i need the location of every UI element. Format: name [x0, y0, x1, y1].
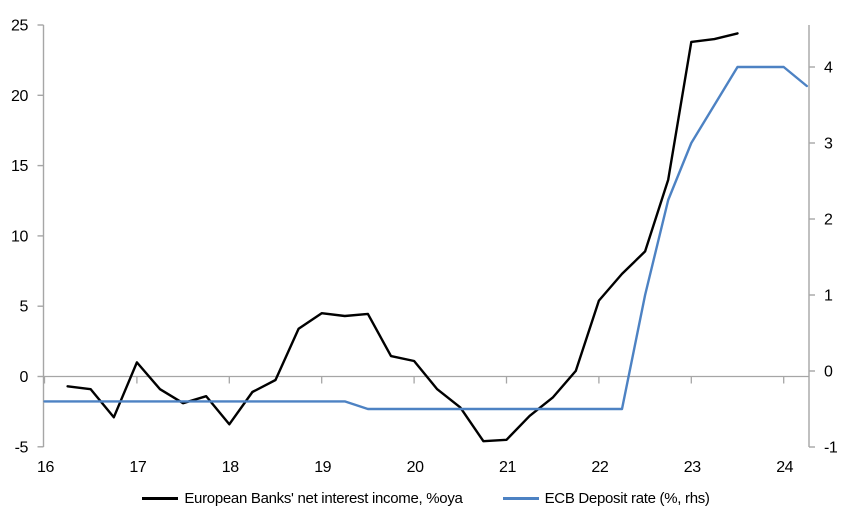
x-tick-label: 18 — [222, 459, 239, 476]
y-left-tick-label: -5 — [15, 439, 29, 456]
series-line-0 — [66, 32, 739, 443]
y-right-tick-label: 3 — [824, 136, 833, 153]
x-tick-label: 16 — [37, 459, 54, 476]
y-right-tick-label: 0 — [824, 364, 833, 381]
y-left-tick-label: 25 — [11, 18, 28, 35]
y-left-tick-label: 20 — [11, 88, 28, 105]
x-tick-label: 22 — [591, 459, 608, 476]
x-tick-label: 24 — [776, 459, 793, 476]
y-left-tick-label: 15 — [11, 158, 28, 175]
y-left-tick-label: 5 — [20, 299, 29, 316]
x-tick-label: 19 — [314, 459, 331, 476]
y-left-tick-label: 10 — [11, 228, 28, 245]
series-line-1 — [43, 65, 808, 411]
y-left-tick-label: 0 — [20, 369, 29, 386]
y-right-tick-label: 1 — [824, 288, 833, 305]
y-right-tick-label: 2 — [824, 212, 833, 229]
x-tick-label: 23 — [684, 459, 701, 476]
x-tick-label: 20 — [407, 459, 424, 476]
x-tick-label: 17 — [129, 459, 146, 476]
x-tick-label: 21 — [499, 459, 516, 476]
y-right-tick-label: 4 — [824, 60, 833, 77]
y-right-tick-label: -1 — [824, 440, 838, 457]
series-lines — [43, 32, 808, 443]
